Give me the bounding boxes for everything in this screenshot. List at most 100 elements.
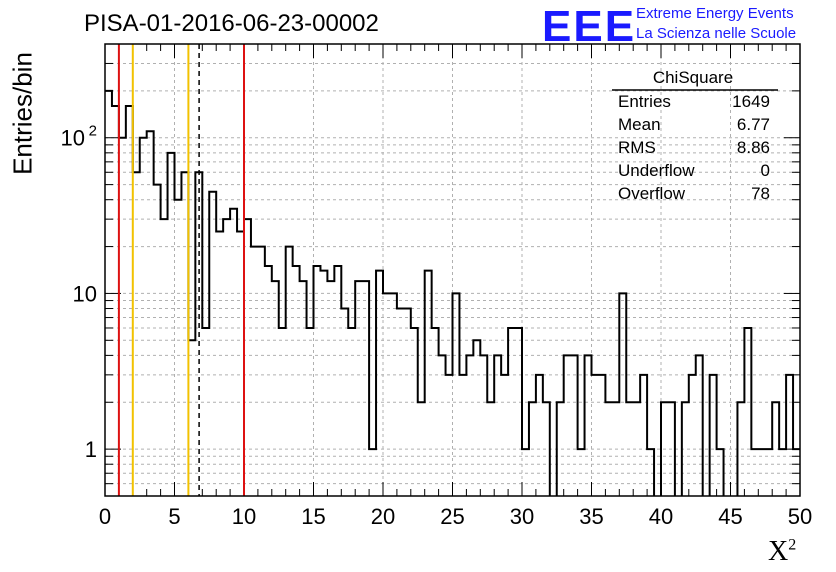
histogram-bin [779, 449, 786, 496]
histogram-bin [126, 106, 133, 496]
x-tick-label: 50 [788, 504, 812, 529]
histogram-bin [279, 328, 286, 496]
histogram-bin [133, 172, 140, 496]
histogram-bin [411, 328, 418, 496]
histogram-bin [216, 231, 223, 496]
histogram-bin [473, 340, 480, 496]
histogram-bin [453, 293, 460, 496]
x-tick-label: 10 [232, 504, 256, 529]
y-axis-label: Entries/bin [7, 52, 38, 175]
histogram-bin [466, 355, 473, 496]
histogram-bin [147, 131, 154, 496]
stats-label: Underflow [618, 161, 695, 180]
histogram-bin [390, 293, 397, 496]
histogram-bin [619, 293, 626, 496]
histogram-bin [230, 209, 237, 496]
minor-ticks [104, 43, 801, 497]
histogram-bin [626, 402, 633, 496]
histogram-bin [585, 355, 592, 496]
histogram-bin [592, 375, 599, 496]
histogram-bin [564, 355, 571, 496]
histogram-bin [209, 192, 216, 496]
x-tick-label: 15 [301, 504, 325, 529]
histogram-bin [237, 231, 244, 496]
histogram-bin [744, 328, 751, 496]
histogram-bin [383, 293, 390, 496]
x-tick-label: 45 [718, 504, 742, 529]
histogram-bin [307, 328, 314, 496]
plot-frame [104, 43, 801, 497]
histogram-bin [362, 281, 369, 496]
histogram-bin [522, 449, 529, 496]
y-tick-label-exponent: 2 [89, 123, 97, 140]
y-tick-label: 10 [61, 126, 85, 151]
histogram-bin [710, 375, 717, 496]
x-tick-label: 0 [99, 504, 111, 529]
histogram-bin [459, 375, 466, 496]
histogram-bin [154, 185, 161, 496]
x-tick-label: 20 [371, 504, 395, 529]
histogram-bin [202, 328, 209, 496]
histogram-bin [494, 355, 501, 496]
histogram-bin [432, 328, 439, 496]
histogram-bin [501, 375, 508, 496]
histogram-bin [119, 138, 126, 496]
histogram-bin [300, 281, 307, 496]
histogram-clip [105, 89, 800, 496]
histogram-bin [265, 266, 272, 496]
histogram-bin [529, 402, 536, 496]
histogram-bin [244, 219, 251, 496]
histogram-bin [223, 219, 230, 496]
histogram-bin [480, 355, 487, 496]
x-tick-label: 35 [579, 504, 603, 529]
grid-lines [104, 43, 801, 497]
histogram-bin [557, 402, 564, 496]
histogram-bin [397, 309, 404, 496]
histogram-bin [515, 328, 522, 496]
stats-value: 78 [751, 184, 770, 203]
histogram-bin [446, 375, 453, 496]
axes [104, 43, 801, 497]
eee-logo: EEE [542, 2, 637, 51]
histogram-bin [598, 375, 605, 496]
histogram-bin [765, 449, 772, 496]
histogram-bin [640, 375, 647, 496]
histogram-bin [633, 402, 640, 496]
stats-value: 8.86 [736, 138, 770, 157]
histogram-bin [355, 281, 362, 496]
histogram-bin [571, 355, 578, 496]
histogram-bin [425, 271, 432, 496]
histogram-bin [293, 266, 300, 496]
histogram-bin [439, 355, 446, 496]
histogram-bin [418, 402, 425, 496]
stats-value: 0 [760, 161, 770, 180]
histogram-bin [286, 247, 293, 496]
stats-label: RMS [618, 138, 656, 157]
stats-label: Overflow [618, 184, 686, 203]
histogram-bin [161, 219, 168, 496]
marker-lines [117, 44, 245, 496]
stats-value: 1649 [732, 92, 770, 111]
histogram-bin [668, 402, 675, 496]
x-tick-label: 40 [649, 504, 673, 529]
histogram-bin [341, 309, 348, 496]
stats-label: Entries [618, 92, 671, 111]
y-tick-label: 10 [73, 281, 97, 306]
histogram-bin [578, 449, 585, 496]
logo-line-1: Extreme Energy Events [636, 5, 794, 22]
x-axis-label: X2 [768, 536, 796, 568]
histogram-step-line [105, 89, 800, 496]
histogram-bin [105, 91, 112, 496]
histogram-bin [751, 449, 758, 496]
histogram-bin [772, 402, 779, 496]
histogram-bin [717, 449, 724, 496]
histogram-bin [682, 402, 689, 496]
histogram-bin [508, 328, 515, 496]
histogram-bin [536, 375, 543, 496]
histogram-bin [661, 402, 668, 496]
histogram-bin [737, 402, 744, 496]
histogram-series [105, 89, 800, 496]
histogram-bin [251, 247, 258, 496]
histogram-bin [168, 153, 175, 496]
